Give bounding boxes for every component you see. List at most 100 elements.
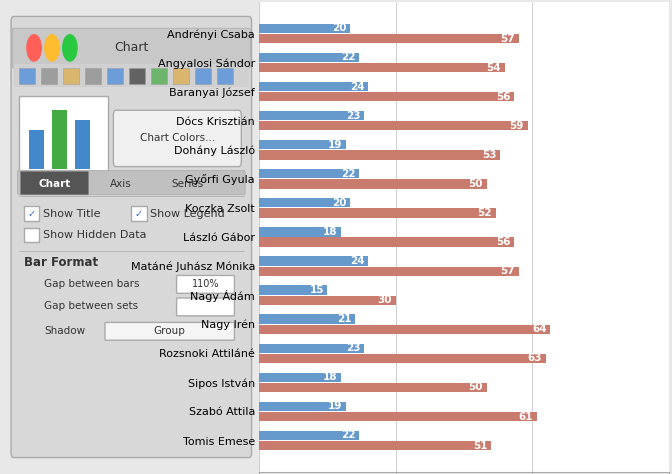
Text: Gap between sets: Gap between sets [44,301,138,311]
Text: Axis: Axis [110,179,132,189]
Bar [259,325,550,334]
Text: Chart Colors...: Chart Colors... [140,133,215,143]
Text: 23: 23 [345,343,360,353]
Text: 15: 15 [309,285,324,295]
Text: 24: 24 [350,256,365,266]
Bar [259,111,364,120]
Bar [259,441,491,450]
Text: 50: 50 [468,383,483,392]
FancyBboxPatch shape [11,17,251,457]
Text: Show Title: Show Title [43,209,101,219]
Bar [259,402,345,411]
Text: 19: 19 [328,140,342,150]
Bar [52,110,67,169]
FancyBboxPatch shape [114,110,241,167]
FancyBboxPatch shape [12,28,250,68]
Text: 54: 54 [487,63,501,73]
Bar [24,207,39,220]
Text: 63: 63 [528,354,542,364]
Text: Chart: Chart [114,41,149,55]
Bar [173,68,190,84]
Bar [259,354,546,363]
Text: 61: 61 [519,411,533,421]
Text: 22: 22 [341,430,355,440]
Circle shape [27,35,41,61]
Text: 57: 57 [500,266,515,276]
Bar [131,207,146,220]
Text: 64: 64 [532,324,547,334]
Bar [259,227,341,237]
Bar [259,431,360,440]
Bar [259,121,528,130]
Bar [259,179,487,189]
Bar [195,68,212,84]
Bar [259,296,396,305]
FancyBboxPatch shape [177,298,235,316]
Text: Gap between bars: Gap between bars [44,279,140,289]
Text: 19: 19 [328,401,342,411]
Bar [259,198,350,208]
FancyBboxPatch shape [21,171,89,195]
Text: ✓: ✓ [135,209,143,219]
Text: 56: 56 [496,91,510,102]
Bar [259,82,368,91]
Bar [259,256,368,265]
Bar [19,96,108,171]
Bar [107,68,124,84]
Bar [259,266,519,276]
Text: 18: 18 [323,372,337,383]
Bar [151,68,167,84]
Bar [129,68,145,84]
Bar [259,314,355,324]
Text: Group: Group [154,326,185,337]
Text: 57: 57 [500,34,515,44]
Circle shape [62,35,77,61]
Bar [75,120,90,169]
Text: 51: 51 [473,441,488,451]
Bar [259,373,341,382]
Bar [259,344,364,353]
FancyBboxPatch shape [17,170,245,195]
Bar [259,237,514,247]
Bar [259,34,519,43]
Bar [259,383,487,392]
Bar [259,140,345,149]
Bar [259,412,537,421]
Text: 22: 22 [341,169,355,179]
Circle shape [45,35,59,61]
Text: 23: 23 [345,110,360,120]
Bar [19,68,36,84]
Bar [259,53,360,62]
Text: Show Hidden Data: Show Hidden Data [43,230,146,240]
Text: 20: 20 [332,198,347,208]
Bar [13,64,249,87]
Bar [259,24,350,33]
Bar [41,68,57,84]
Text: 30: 30 [378,295,392,305]
FancyBboxPatch shape [177,275,235,293]
Bar [24,228,39,242]
Bar [259,150,501,160]
Text: 24: 24 [350,82,365,91]
Bar [259,92,514,101]
FancyBboxPatch shape [105,322,235,340]
Text: 22: 22 [341,53,355,63]
Bar [259,209,496,218]
Text: Bar Format: Bar Format [24,256,98,269]
Bar [259,63,505,72]
Text: Series: Series [171,179,204,189]
Text: 21: 21 [337,314,351,324]
Bar [62,68,79,84]
Bar [217,68,233,84]
Text: Show Legend: Show Legend [151,209,225,219]
Text: 18: 18 [323,227,337,237]
Bar [259,169,360,178]
Text: 59: 59 [509,121,524,131]
Text: 53: 53 [482,150,497,160]
Text: 110%: 110% [192,279,219,290]
Text: Chart: Chart [38,179,71,189]
Text: 52: 52 [478,208,492,218]
Text: Shadow: Shadow [44,326,85,336]
Text: 56: 56 [496,237,510,247]
Bar [85,68,101,84]
